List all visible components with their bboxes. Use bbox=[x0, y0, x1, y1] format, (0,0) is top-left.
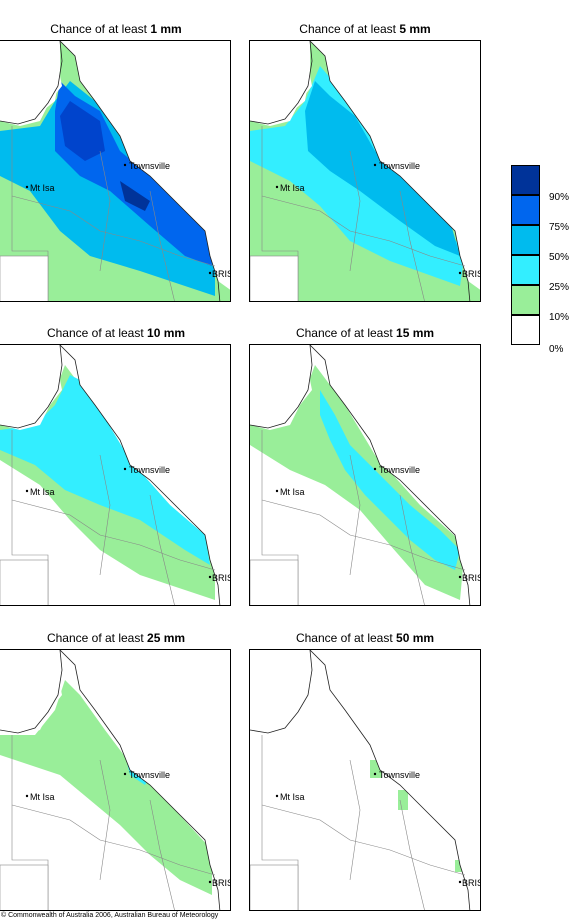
label-bris: BRIS bbox=[462, 269, 481, 279]
label-townsville: Townsville bbox=[379, 465, 420, 475]
legend-swatch-25-50 bbox=[511, 255, 540, 285]
legend-label-0: 0% bbox=[549, 344, 564, 355]
map-panel-25mm: Townsville Mt Isa BRIS bbox=[0, 649, 231, 911]
label-mt-isa: Mt Isa bbox=[30, 487, 55, 497]
map-panel-5mm: Townsville Mt Isa BRIS bbox=[249, 40, 481, 302]
panel-title-25mm: Chance of at least 25 mm bbox=[46, 631, 186, 645]
legend-swatch-75-90 bbox=[511, 195, 540, 225]
legend-swatch-50-75 bbox=[511, 225, 540, 255]
label-mt-isa: Mt Isa bbox=[30, 183, 55, 193]
label-mt-isa: Mt Isa bbox=[30, 792, 55, 802]
map-panel-50mm: Townsville Mt Isa BRIS bbox=[249, 649, 481, 911]
label-townsville: Townsville bbox=[129, 770, 170, 780]
panel-title-5mm: Chance of at least 5 mm bbox=[299, 22, 431, 36]
legend-label-90: 90% bbox=[549, 192, 570, 203]
legend-label-50: 50% bbox=[549, 252, 570, 263]
legend-label-10: 10% bbox=[549, 312, 570, 323]
legend-swatch-0-10 bbox=[511, 315, 540, 345]
legend-swatch-10-25 bbox=[511, 285, 540, 315]
panel-title-10mm: Chance of at least 10 mm bbox=[46, 326, 186, 340]
label-townsville: Townsville bbox=[129, 161, 170, 171]
label-bris: BRIS bbox=[462, 573, 481, 583]
label-mt-isa: Mt Isa bbox=[280, 792, 305, 802]
label-mt-isa: Mt Isa bbox=[280, 183, 305, 193]
panel-title-15mm: Chance of at least 15 mm bbox=[295, 326, 435, 340]
label-bris: BRIS bbox=[462, 878, 481, 888]
label-townsville: Townsville bbox=[379, 770, 420, 780]
copyright-footer: © Commonwealth of Australia 2006, Austra… bbox=[1, 912, 219, 919]
label-townsville: Townsville bbox=[129, 465, 170, 475]
map-panel-1mm: Townsville Mt Isa BRIS bbox=[0, 40, 231, 302]
map-panel-10mm: Townsville Mt Isa BRIS bbox=[0, 344, 231, 606]
label-townsville: Townsville bbox=[379, 161, 420, 171]
panel-title-50mm: Chance of at least 50 mm bbox=[295, 631, 435, 645]
legend-swatch-90-100 bbox=[511, 165, 540, 195]
legend-label-75: 75% bbox=[549, 222, 570, 233]
legend-label-25: 25% bbox=[549, 282, 570, 293]
label-bris: BRIS bbox=[212, 573, 231, 583]
label-bris: BRIS bbox=[212, 269, 231, 279]
panel-title-1mm: Chance of at least 1 mm bbox=[50, 22, 182, 36]
label-bris: BRIS bbox=[212, 878, 231, 888]
label-mt-isa: Mt Isa bbox=[280, 487, 305, 497]
map-panel-15mm: Townsville Mt Isa BRIS bbox=[249, 344, 481, 606]
